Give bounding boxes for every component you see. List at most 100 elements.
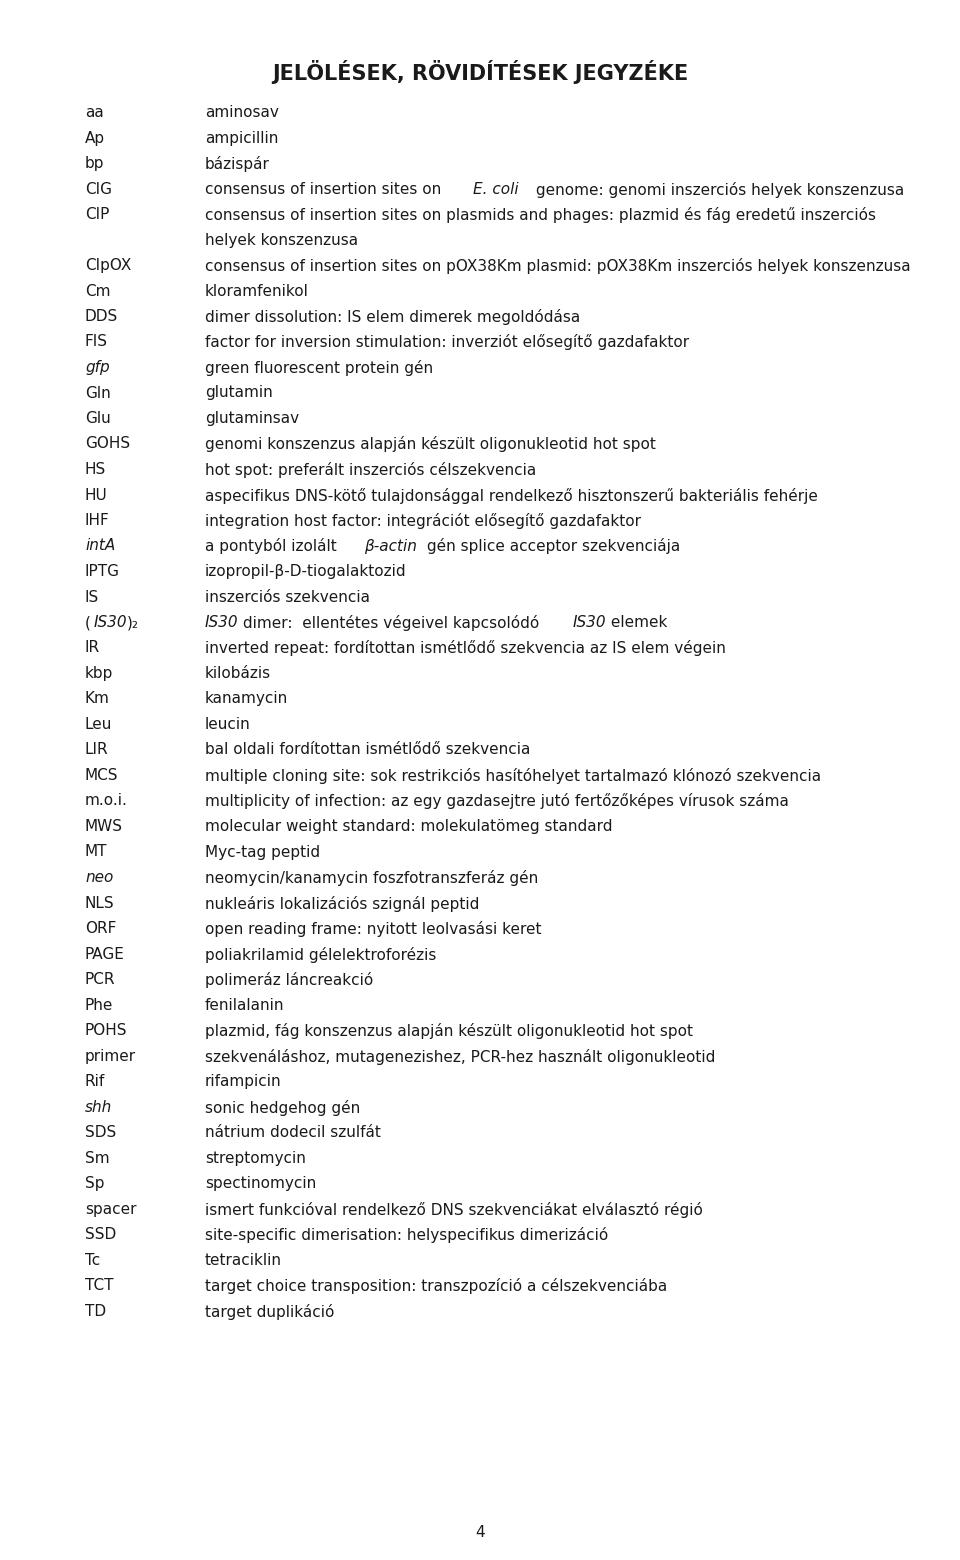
Text: molecular weight standard: molekulatömeg standard: molecular weight standard: molekulatömeg…: [205, 819, 612, 835]
Text: NLS: NLS: [85, 895, 114, 911]
Text: Sp: Sp: [85, 1176, 105, 1190]
Text: nátrium dodecil szulfát: nátrium dodecil szulfát: [205, 1125, 381, 1140]
Text: IS30: IS30: [573, 615, 607, 630]
Text: poliakrilamid gélelektroforézis: poliakrilamid gélelektroforézis: [205, 947, 437, 963]
Text: ampicillin: ampicillin: [205, 131, 278, 145]
Text: aminosav: aminosav: [205, 105, 278, 120]
Text: nukleáris lokalizációs szignál peptid: nukleáris lokalizációs szignál peptid: [205, 895, 479, 911]
Text: fenilalanin: fenilalanin: [205, 997, 284, 1012]
Text: Cm: Cm: [85, 284, 110, 298]
Text: Myc-tag peptid: Myc-tag peptid: [205, 844, 320, 860]
Text: bal oldali fordítottan ismétlődő szekvencia: bal oldali fordítottan ismétlődő szekven…: [205, 743, 530, 758]
Text: GOHS: GOHS: [85, 437, 131, 451]
Text: HU: HU: [85, 487, 108, 502]
Text: Ap: Ap: [85, 131, 106, 145]
Text: SDS: SDS: [85, 1125, 116, 1140]
Text: m.o.i.: m.o.i.: [85, 794, 128, 808]
Text: Glu: Glu: [85, 410, 110, 426]
Text: intA: intA: [85, 538, 115, 554]
Text: kilobázis: kilobázis: [205, 666, 271, 682]
Text: neo: neo: [85, 870, 113, 885]
Text: genomi konszenzus alapján készült oligonukleotid hot spot: genomi konszenzus alapján készült oligon…: [205, 437, 656, 452]
Text: IHF: IHF: [85, 513, 109, 527]
Text: TCT: TCT: [85, 1278, 113, 1293]
Text: HS: HS: [85, 462, 107, 477]
Text: streptomycin: streptomycin: [205, 1151, 306, 1165]
Text: elemek: elemek: [607, 615, 667, 630]
Text: Rif: Rif: [85, 1073, 106, 1089]
Text: site-specific dimerisation: helyspecifikus dimerizáció: site-specific dimerisation: helyspecifik…: [205, 1228, 609, 1243]
Text: IPTG: IPTG: [85, 565, 120, 579]
Text: Leu: Leu: [85, 718, 112, 732]
Text: Km: Km: [85, 691, 109, 707]
Text: CIP: CIP: [85, 207, 109, 222]
Text: integration host factor: integrációt elősegítő gazdafaktor: integration host factor: integrációt elő…: [205, 513, 641, 529]
Text: leucin: leucin: [205, 718, 251, 732]
Text: consensus of insertion sites on: consensus of insertion sites on: [205, 181, 446, 197]
Text: IS: IS: [85, 590, 99, 604]
Text: shh: shh: [85, 1100, 112, 1114]
Text: LIR: LIR: [85, 743, 108, 758]
Text: green fluorescent protein gén: green fluorescent protein gén: [205, 360, 433, 376]
Text: helyek konszenzusa: helyek konszenzusa: [205, 232, 358, 248]
Text: polimeráz láncreakció: polimeráz láncreakció: [205, 972, 373, 987]
Text: MT: MT: [85, 844, 108, 860]
Text: )₂: )₂: [127, 615, 139, 630]
Text: dimer:  ellentétes végeivel kapcsolódó: dimer: ellentétes végeivel kapcsolódó: [238, 615, 544, 630]
Text: FIS: FIS: [85, 334, 108, 349]
Text: β-actin: β-actin: [364, 538, 417, 554]
Text: PAGE: PAGE: [85, 947, 125, 961]
Text: inverted repeat: fordítottan ismétlődő szekvencia az IS elem végein: inverted repeat: fordítottan ismétlődő s…: [205, 641, 726, 657]
Text: multiplicity of infection: az egy gazdasejtre jutó fertőzőképes vírusok száma: multiplicity of infection: az egy gazdas…: [205, 794, 789, 810]
Text: kbp: kbp: [85, 666, 113, 682]
Text: genome: genomi inszerciós helyek konszenzusa: genome: genomi inszerciós helyek konszen…: [531, 181, 904, 198]
Text: szekvenáláshoz, mutagenezishez, PCR-hez használt oligonukleotid: szekvenáláshoz, mutagenezishez, PCR-hez …: [205, 1048, 715, 1064]
Text: Phe: Phe: [85, 997, 113, 1012]
Text: MWS: MWS: [85, 819, 123, 835]
Text: glutaminsav: glutaminsav: [205, 410, 300, 426]
Text: CIpOX: CIpOX: [85, 257, 132, 273]
Text: JELÖLÉSEK, RÖVIDÍTÉSEK JEGYZÉKE: JELÖLÉSEK, RÖVIDÍTÉSEK JEGYZÉKE: [272, 59, 688, 84]
Text: ORF: ORF: [85, 920, 116, 936]
Text: dimer dissolution: IS elem dimerek megoldódása: dimer dissolution: IS elem dimerek megol…: [205, 309, 580, 324]
Text: consensus of insertion sites on plasmids and phages: plazmid és fág eredetű insz: consensus of insertion sites on plasmids…: [205, 207, 876, 223]
Text: target duplikáció: target duplikáció: [205, 1304, 334, 1320]
Text: hot spot: preferált inszerciós célszekvencia: hot spot: preferált inszerciós célszekve…: [205, 462, 537, 477]
Text: E. coli: E. coli: [472, 181, 518, 197]
Text: bázispár: bázispár: [205, 156, 270, 172]
Text: izopropil-β-D-tiogalaktozid: izopropil-β-D-tiogalaktozid: [205, 565, 407, 579]
Text: plazmid, fág konszenzus alapján készült oligonukleotid hot spot: plazmid, fág konszenzus alapján készült …: [205, 1023, 693, 1039]
Text: DDS: DDS: [85, 309, 118, 324]
Text: SSD: SSD: [85, 1228, 116, 1242]
Text: spectinomycin: spectinomycin: [205, 1176, 316, 1190]
Text: gfp: gfp: [85, 360, 109, 374]
Text: kloramfenikol: kloramfenikol: [205, 284, 309, 298]
Text: 4: 4: [475, 1526, 485, 1540]
Text: sonic hedgehog gén: sonic hedgehog gén: [205, 1100, 360, 1115]
Text: Sm: Sm: [85, 1151, 109, 1165]
Text: a pontyból izolált: a pontyból izolált: [205, 538, 342, 554]
Text: MCS: MCS: [85, 768, 118, 783]
Text: IS30: IS30: [93, 615, 127, 630]
Text: aspecifikus DNS-kötő tulajdonsággal rendelkező hisztonszerű bakteriális fehérje: aspecifikus DNS-kötő tulajdonsággal rend…: [205, 487, 818, 504]
Text: spacer: spacer: [85, 1201, 136, 1217]
Text: consensus of insertion sites on pOX38Km plasmid: pOX38Km inszerciós helyek konsz: consensus of insertion sites on pOX38Km …: [205, 257, 911, 275]
Text: tetraciklin: tetraciklin: [205, 1253, 282, 1268]
Text: open reading frame: nyitott leolvasási keret: open reading frame: nyitott leolvasási k…: [205, 920, 541, 938]
Text: TD: TD: [85, 1304, 107, 1318]
Text: kanamycin: kanamycin: [205, 691, 288, 707]
Text: Tc: Tc: [85, 1253, 100, 1268]
Text: primer: primer: [85, 1048, 136, 1064]
Text: target choice transposition: transzpozíció a célszekvenciába: target choice transposition: transzpozíc…: [205, 1278, 667, 1293]
Text: neomycin/kanamycin foszfotranszferáz gén: neomycin/kanamycin foszfotranszferáz gén: [205, 870, 539, 886]
Text: PCR: PCR: [85, 972, 115, 987]
Text: CIG: CIG: [85, 181, 112, 197]
Text: bp: bp: [85, 156, 105, 172]
Text: IR: IR: [85, 641, 100, 655]
Text: multiple cloning site: sok restrikciós hasítóhelyet tartalmazó klónozó szekvenci: multiple cloning site: sok restrikciós h…: [205, 768, 821, 785]
Text: ismert funkcióval rendelkező DNS szekvenciákat elválasztó régió: ismert funkcióval rendelkező DNS szekven…: [205, 1201, 703, 1217]
Text: aa: aa: [85, 105, 104, 120]
Text: factor for inversion stimulation: inverziót elősegítő gazdafaktor: factor for inversion stimulation: inverz…: [205, 334, 689, 351]
Text: gén splice acceptor szekvenciája: gén splice acceptor szekvenciája: [422, 538, 681, 554]
Text: POHS: POHS: [85, 1023, 128, 1037]
